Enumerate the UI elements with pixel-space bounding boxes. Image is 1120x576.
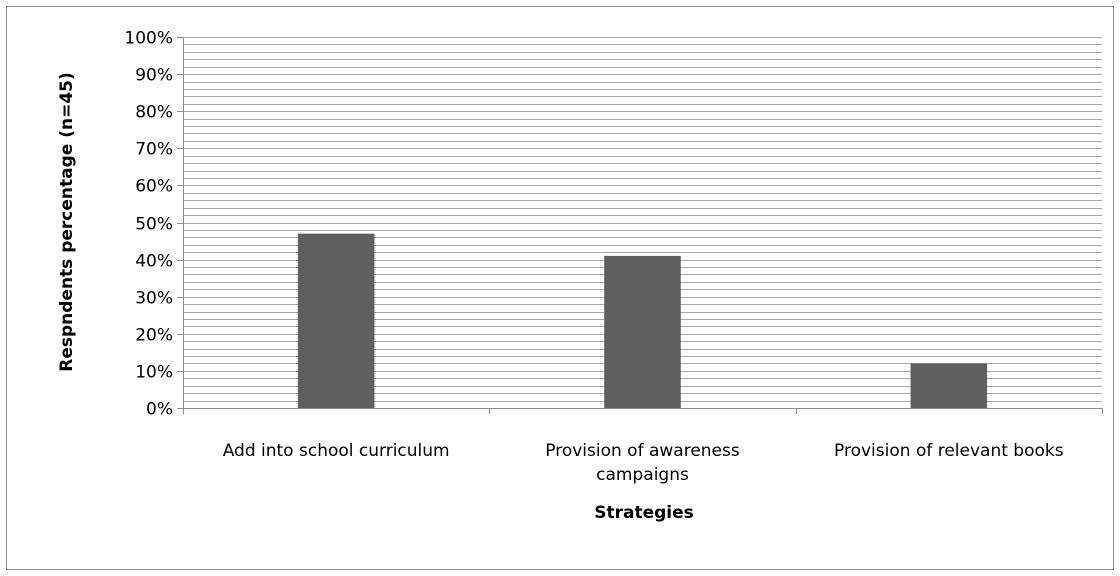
x-category-label: Provision of awareness campaigns [545,441,740,485]
y-tick-label: 60% [135,177,173,197]
y-tick-label: 10% [135,363,173,383]
y-tick-label: 100% [124,29,173,49]
bar [910,363,988,408]
y-tick-label: 80% [135,103,173,123]
axes [177,37,1103,414]
x-category-label: Provision of relevant books [834,441,1064,461]
chart-frame [6,6,1114,570]
y-tick-label: 0% [146,400,173,420]
y-tick-label: 70% [135,140,173,160]
x-category-labels: Add into school curriculum Provision of a… [223,441,1064,485]
y-tick-label: 30% [135,289,173,309]
x-axis-title: Strategies [594,503,694,523]
x-category-label: Add into school curriculum [223,441,450,461]
bars [297,233,988,408]
bar [297,233,375,408]
bar [604,255,681,408]
y-tick-labels: 0% 10% 20% 30% 40% 50% 60% 70% 80% 90% 100% [124,29,173,420]
y-tick-label: 40% [135,252,173,272]
y-axis-title: Respndents percentage (n=45) [57,72,77,372]
y-tick-label: 90% [135,66,173,86]
y-tick-label: 50% [135,215,173,235]
y-tick-label: 20% [135,326,173,346]
